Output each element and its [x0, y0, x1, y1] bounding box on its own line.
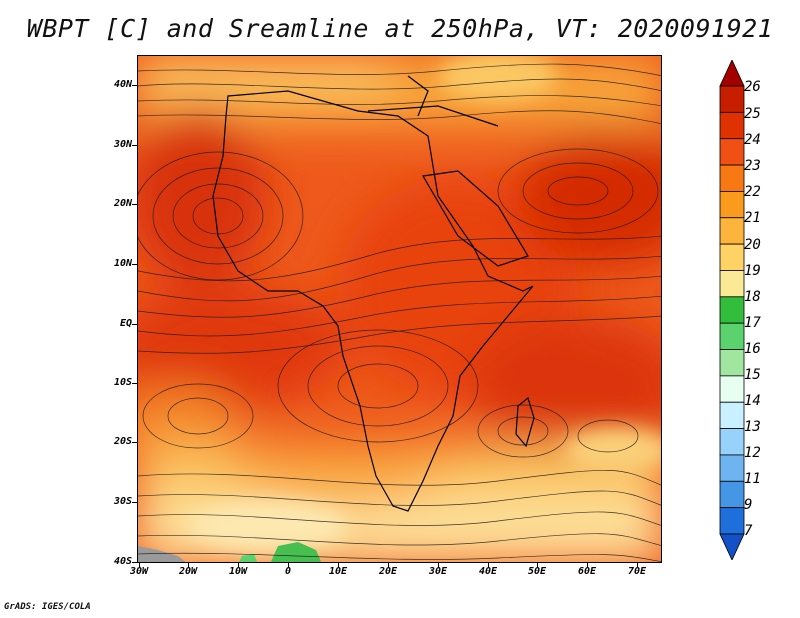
colorbar-cell [719, 164, 745, 192]
colorbar-cell [719, 191, 745, 219]
colorbar-label: 19 [744, 263, 761, 279]
lon-label-0: 0 [284, 566, 292, 577]
lon-label-60e: 60E [577, 566, 597, 577]
lat-label-40n: 40N [113, 79, 132, 90]
colorbar-cell [719, 401, 745, 429]
colorbar-label: 22 [744, 184, 761, 200]
colorbar-cell [719, 243, 745, 271]
lon-label-20w: 20W [178, 566, 198, 577]
temperature-detail [188, 56, 661, 551]
lon-label-40e: 40E [478, 566, 498, 577]
lat-label-40s: 40S [113, 556, 132, 567]
lon-label-70e: 70E [627, 566, 647, 577]
lat-label-20n: 20N [113, 198, 132, 209]
lon-label-50e: 50E [527, 566, 547, 577]
colorbar-cell [719, 322, 745, 350]
colorbar-label: 9 [744, 497, 753, 513]
colorbar-cell [719, 349, 745, 377]
lon-label-20e: 20E [378, 566, 398, 577]
colorbar-label: 14 [744, 393, 761, 409]
colorbar-cell [719, 270, 745, 298]
lon-label-30e: 30E [428, 566, 448, 577]
colorbar-cell [719, 480, 745, 509]
lat-label-eq: EQ [119, 318, 132, 329]
colorbar-cell [719, 138, 745, 166]
colorbar-label: 23 [744, 158, 761, 174]
lon-label-30w: 30W [129, 566, 149, 577]
colorbar-label: 25 [744, 106, 761, 122]
colorbar [719, 60, 745, 560]
map-panel [137, 55, 662, 563]
colorbar-cell [719, 111, 745, 140]
colorbar-label: 12 [744, 445, 761, 461]
map-field-svg [138, 56, 661, 562]
colorbar-cell [719, 85, 745, 113]
cold-patch-grey [138, 546, 186, 562]
lat-label-10s: 10S [113, 377, 132, 388]
lat-label-10n: 10N [113, 258, 132, 269]
colorbar-label: 16 [744, 341, 761, 357]
colorbar-label: 21 [744, 210, 761, 226]
coastlines [212, 75, 535, 512]
colorbar-label: 11 [744, 471, 761, 487]
cold-patch-green-small [239, 554, 258, 562]
lat-label-20s: 20S [113, 436, 132, 447]
colorbar-label: 13 [744, 419, 761, 435]
colorbar-cell [719, 375, 745, 403]
colorbar-cell [719, 296, 745, 324]
lon-label-10e: 10E [328, 566, 348, 577]
colorbar-cell [719, 428, 745, 456]
colorbar-cell [719, 533, 745, 560]
colorbar-label: 17 [744, 315, 761, 331]
cold-patch-green [270, 542, 322, 562]
streamlines [138, 63, 661, 562]
colorbar-label: 18 [744, 289, 761, 305]
colorbar-cell [719, 454, 745, 482]
colorbar-cell [719, 217, 745, 245]
lat-label-30s: 30S [113, 496, 132, 507]
colorbar-label: 7 [744, 523, 753, 539]
lon-label-10w: 10W [228, 566, 248, 577]
credit-text: GrADS: IGES/COLA [4, 602, 91, 612]
colorbar-label: 24 [744, 132, 761, 148]
colorbar-label: 20 [744, 237, 761, 253]
colorbar-label: 26 [744, 79, 761, 95]
colorbar-label: 15 [744, 367, 761, 383]
colorbar-cell [719, 507, 745, 535]
colorbar-cell [719, 60, 745, 87]
chart-title: WBPT [C] and Sreamline at 250hPa, VT: 20… [26, 14, 774, 43]
lat-label-30n: 30N [113, 139, 132, 150]
